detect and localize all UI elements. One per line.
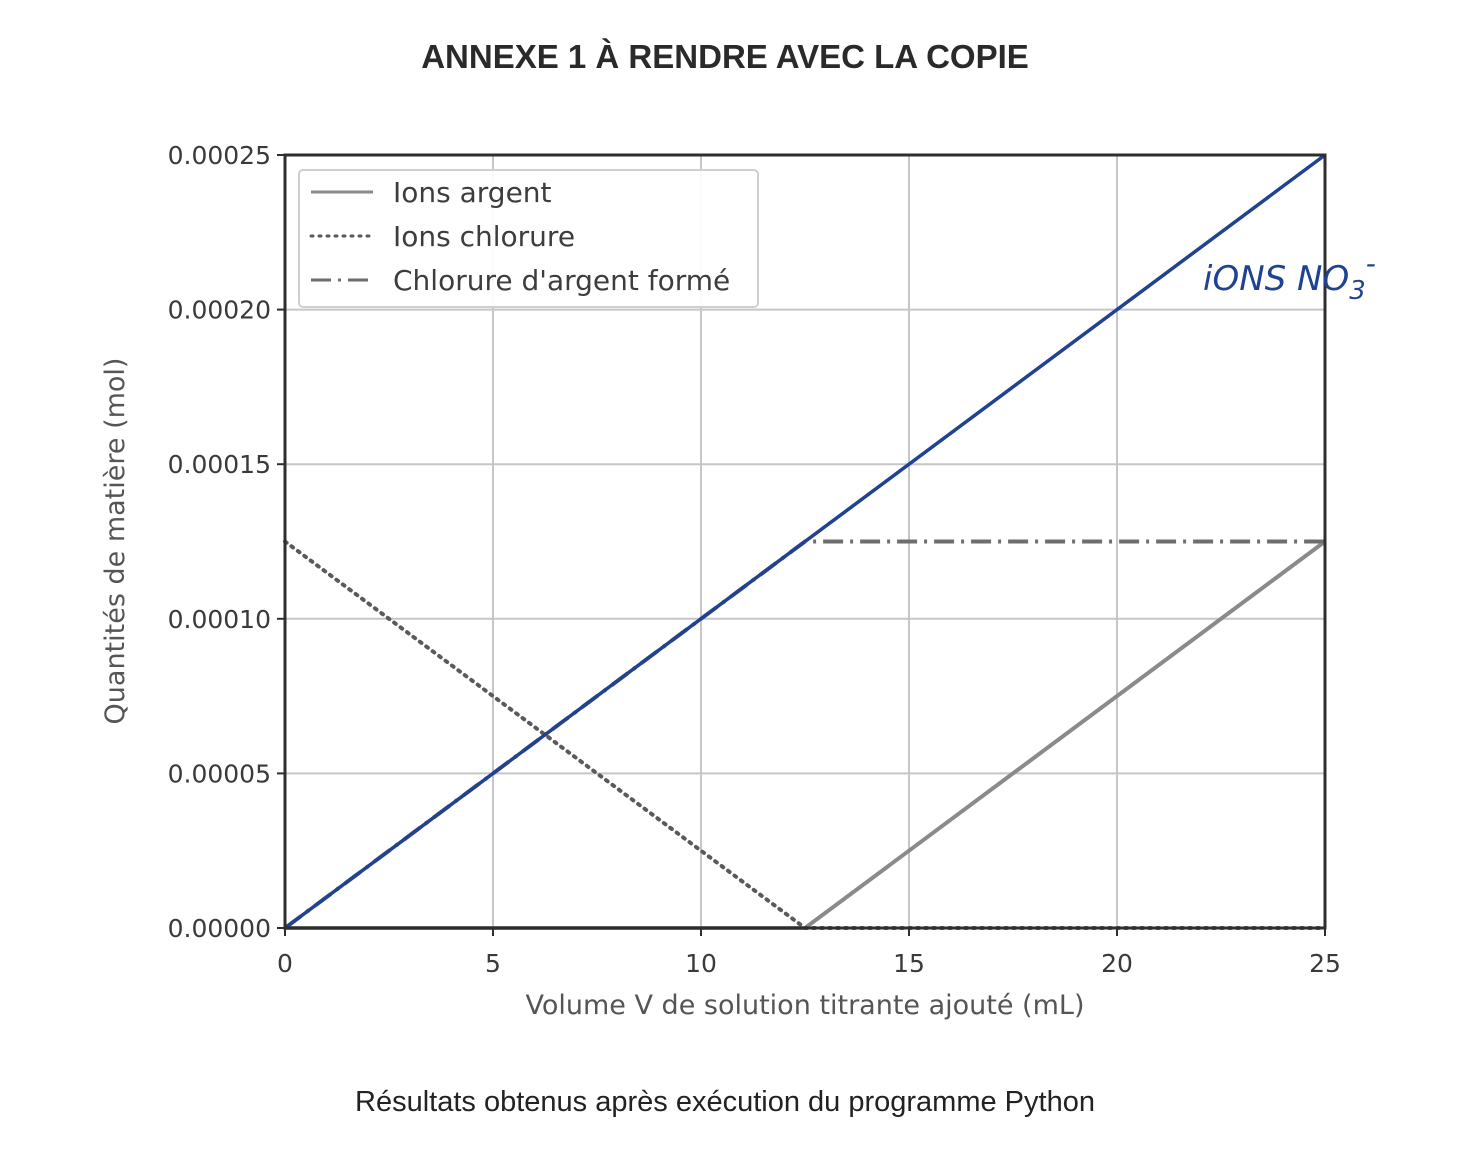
x-tick-labels: 0 5 10 15 20 25 — [277, 928, 1341, 978]
legend-label-chlorure-argent: Chlorure d'argent formé — [393, 264, 730, 297]
legend-label-ions-argent: Ions argent — [393, 176, 552, 209]
series-lines — [283, 539, 1327, 930]
x-tick-label: 0 — [277, 949, 293, 978]
x-tick-label: 5 — [485, 949, 501, 978]
x-tick-label: 25 — [1309, 949, 1341, 978]
y-tick-labels: 0.00000 0.00005 0.00010 0.00015 0.00020 0.000… — [168, 141, 285, 943]
titration-chart: 0.00000 0.00005 0.00010 0.00015 0.00020 0.000… — [100, 141, 1376, 1021]
y-tick-label: 0.00015 — [168, 450, 271, 479]
figure-caption: Résultats obtenus après exécution du pro… — [355, 1086, 1095, 1118]
legend-box — [298, 169, 759, 308]
y-tick-label: 0.00000 — [168, 914, 271, 943]
annotation-ions-no3-text: iONS NO3- — [1203, 247, 1376, 306]
x-tick-label: 10 — [685, 949, 717, 978]
y-axis-label: Quantités de matière (mol) — [100, 358, 131, 725]
y-tick-label: 0.00025 — [168, 141, 271, 170]
plot-frame — [283, 153, 1327, 930]
x-axis-label: Volume V de solution titrante ajouté (mL… — [526, 990, 1085, 1021]
annotation-layer — [283, 153, 1327, 930]
annotation-line-ions-no3 — [283, 153, 1327, 930]
y-tick-label: 0.00010 — [168, 605, 271, 634]
legend-label-ions-chlorure: Ions chlorure — [393, 220, 575, 253]
x-tick-label: 15 — [893, 949, 925, 978]
y-tick-label: 0.00020 — [168, 296, 271, 325]
series-line-ions-chlorure — [283, 539, 1327, 930]
legend: Ions argent Ions chlorure Chlorure d'arg… — [298, 169, 759, 308]
series-line-chlorure-argent — [283, 539, 1325, 930]
series-line-ions-argent — [285, 539, 1327, 930]
x-tick-label: 20 — [1101, 949, 1133, 978]
page-title: ANNEXE 1 À RENDRE AVEC LA COPIE — [421, 38, 1029, 75]
y-tick-label: 0.00005 — [168, 759, 271, 788]
